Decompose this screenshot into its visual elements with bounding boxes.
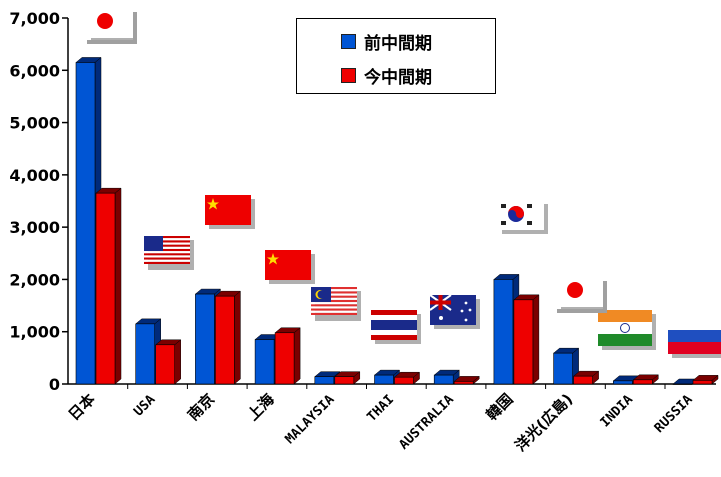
y-tick-label: 2,000 bbox=[9, 270, 60, 289]
y-tick-label: 1,000 bbox=[9, 323, 60, 342]
bar bbox=[215, 295, 235, 385]
legend-item-previous: 前中間期 bbox=[341, 31, 432, 54]
legend-swatch-current bbox=[341, 67, 356, 83]
x-category-label: 洋光(広島) bbox=[511, 390, 576, 455]
legend-swatch-previous bbox=[341, 33, 356, 49]
x-category-label: MALAYSIA bbox=[283, 392, 338, 447]
russia-flag-icon-10 bbox=[668, 318, 721, 358]
bar bbox=[314, 376, 335, 385]
australia-flag-icon-6 bbox=[429, 294, 480, 329]
bar bbox=[155, 344, 175, 385]
x-category-label: THAI bbox=[364, 392, 397, 425]
x-category-label: INDIA bbox=[598, 392, 636, 430]
china-flag-icon-2 bbox=[205, 195, 255, 229]
y-tick-label: 4,000 bbox=[9, 166, 60, 185]
bar bbox=[553, 352, 573, 385]
korea-flag-icon-7 bbox=[498, 200, 548, 234]
bar-side bbox=[532, 294, 540, 385]
y-tick-label: 7,000 bbox=[9, 9, 60, 28]
y-tick-label: 3,000 bbox=[9, 218, 60, 237]
bar bbox=[493, 279, 514, 385]
bar bbox=[632, 379, 653, 385]
x-category-label: USA bbox=[131, 392, 158, 419]
y-tick-label: 0 bbox=[49, 375, 60, 394]
x-category-label: 上海 bbox=[244, 390, 278, 424]
bar bbox=[453, 381, 474, 385]
x-category-label: RUSSIA bbox=[652, 392, 696, 436]
bar bbox=[95, 192, 116, 385]
malaysia-flag-icon-4 bbox=[311, 287, 361, 321]
x-category-label: 日本 bbox=[65, 390, 99, 424]
bar bbox=[254, 339, 275, 385]
legend-label-current: 今中間期 bbox=[364, 67, 432, 88]
x-category-label: 韓国 bbox=[483, 390, 517, 424]
legend-item-current: 今中間期 bbox=[341, 65, 432, 88]
y-tick-label: 6,000 bbox=[9, 61, 60, 80]
bar bbox=[274, 332, 295, 385]
bar-side bbox=[234, 290, 241, 385]
legend-label-previous: 前中間期 bbox=[364, 33, 432, 54]
x-category-label: 南京 bbox=[184, 390, 218, 424]
bar bbox=[195, 293, 215, 385]
bars-layer bbox=[75, 56, 719, 385]
india-flag-icon-9 bbox=[598, 310, 656, 350]
bar bbox=[75, 62, 96, 385]
bar-side bbox=[174, 339, 181, 385]
bar bbox=[672, 383, 693, 385]
japan-flag-icon-8 bbox=[557, 277, 607, 311]
bar bbox=[513, 299, 534, 385]
japan-flag-icon-0 bbox=[87, 8, 137, 42]
bar-side bbox=[293, 327, 301, 385]
bar bbox=[433, 374, 454, 385]
bar bbox=[573, 375, 593, 385]
bar bbox=[612, 380, 633, 385]
y-tick-label: 5,000 bbox=[9, 114, 60, 133]
thailand-flag-icon-5 bbox=[371, 310, 421, 344]
bar bbox=[374, 374, 394, 385]
legend: 前中間期 今中間期 bbox=[296, 18, 496, 94]
japan-flag-shadow-0 bbox=[87, 12, 137, 44]
japan-flag-shadow-1 bbox=[557, 281, 607, 313]
x-category-label: AUSTRALIA bbox=[396, 392, 457, 453]
bar-side bbox=[114, 187, 122, 385]
usa-flag-icon-1 bbox=[144, 236, 194, 270]
bar bbox=[394, 376, 414, 385]
bar bbox=[135, 323, 155, 385]
flags-layer bbox=[87, 8, 721, 358]
china-flag-icon-3 bbox=[265, 250, 315, 284]
bar bbox=[692, 380, 713, 385]
bar bbox=[334, 376, 355, 385]
